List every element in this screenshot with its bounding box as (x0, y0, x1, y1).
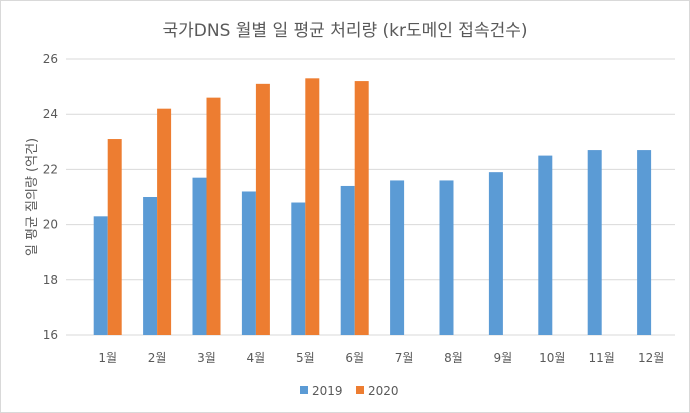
y-axis-label: 일 평균 질의량 (억건) (25, 138, 40, 256)
bar-2019-1 (93, 216, 108, 335)
bar-2019-8 (439, 180, 454, 335)
x-tick-label: 12월 (638, 351, 664, 365)
x-tick-label: 3월 (197, 351, 216, 365)
x-tick-label: 4월 (247, 351, 266, 365)
y-tick-label: 22 (43, 162, 58, 176)
legend-label: 2019 (312, 384, 343, 398)
y-tick-label: 18 (43, 273, 58, 287)
bar-2019-3 (192, 177, 207, 335)
bar-2020-5 (305, 78, 320, 335)
x-tick-label: 1월 (98, 351, 117, 365)
bar-2020-6 (354, 81, 369, 335)
y-tick-label: 26 (43, 52, 58, 66)
legend-swatch-2019 (300, 386, 308, 394)
bar-2020-4 (255, 83, 270, 335)
x-tick-label: 10월 (539, 351, 565, 365)
bar-2020-1 (107, 139, 122, 335)
bar-2019-7 (390, 180, 405, 335)
chart-title: 국가DNS 월별 일 평균 처리량 (kr도메인 접속건수) (163, 21, 528, 41)
x-tick-label: 7월 (395, 351, 414, 365)
x-tick-label: 2월 (148, 351, 167, 365)
bar-2019-4 (241, 191, 256, 335)
y-tick-label: 24 (43, 107, 58, 121)
x-tick-label: 5월 (296, 351, 315, 365)
legend-label: 2020 (368, 384, 399, 398)
bar-2019-2 (143, 197, 158, 335)
y-tick-label: 16 (43, 328, 58, 342)
x-tick-label: 6월 (345, 351, 364, 365)
bar-2019-11 (587, 150, 602, 335)
bar-2019-6 (340, 185, 355, 335)
bar-2019-5 (291, 202, 306, 335)
bar-2019-9 (488, 172, 503, 335)
bar-2019-10 (538, 155, 553, 335)
x-tick-label: 11월 (589, 351, 615, 365)
bar-2020-2 (157, 108, 172, 336)
y-tick-label: 20 (43, 218, 58, 232)
x-tick-label: 8월 (444, 351, 463, 365)
x-tick-label: 9월 (494, 351, 513, 365)
legend-swatch-2020 (356, 386, 364, 394)
bar-2020-3 (206, 97, 221, 335)
bar-2019-12 (637, 150, 652, 335)
